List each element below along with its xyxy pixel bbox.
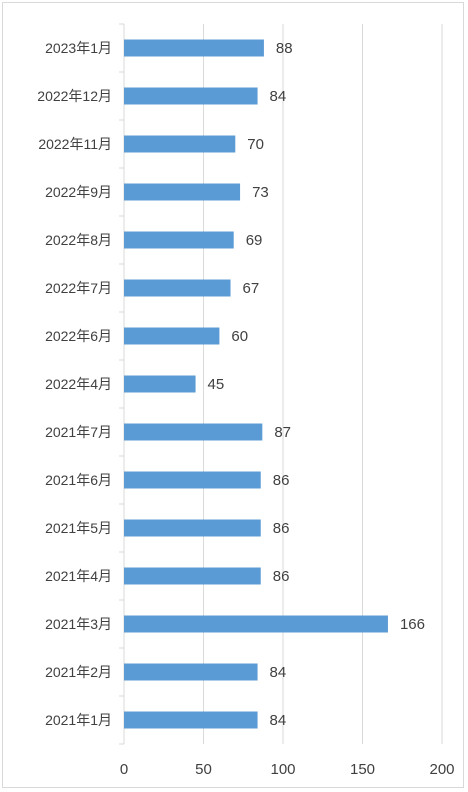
data-label: 70 — [247, 136, 264, 153]
x-tick-label: 50 — [195, 761, 212, 778]
category-label: 2022年7月 — [45, 280, 112, 296]
bar — [124, 663, 258, 681]
data-label: 88 — [276, 40, 293, 57]
data-label: 87 — [274, 424, 291, 441]
category-label: 2021年6月 — [45, 472, 112, 488]
bar — [124, 279, 231, 297]
labels: 2023年1月 88 2022年12月 84 2022年11月 70 2022年9月 73 20… — [37, 40, 454, 778]
category-label: 2021年4月 — [45, 568, 112, 584]
bar — [124, 327, 220, 345]
category-label: 2022年12月 — [37, 88, 112, 104]
category-label: 2021年7月 — [45, 424, 112, 440]
data-label: 67 — [243, 280, 260, 297]
data-label: 45 — [208, 376, 225, 393]
data-label: 166 — [400, 616, 425, 633]
category-label: 2022年9月 — [45, 184, 112, 200]
category-label: 2021年1月 — [45, 712, 112, 728]
category-label: 2022年8月 — [45, 232, 112, 248]
bar — [124, 231, 234, 249]
data-label: 60 — [231, 328, 248, 345]
bar — [124, 567, 261, 585]
x-tick-label: 150 — [350, 761, 375, 778]
bar — [124, 471, 261, 489]
chart-frame — [2, 2, 464, 788]
bar — [124, 39, 264, 57]
data-label: 84 — [270, 712, 287, 729]
data-label: 69 — [246, 232, 263, 249]
bar — [124, 135, 236, 153]
category-label: 2023年1月 — [45, 40, 112, 56]
bar — [124, 423, 263, 441]
bar — [124, 519, 261, 537]
bar — [124, 615, 388, 633]
bar — [124, 87, 258, 105]
bar — [124, 711, 258, 729]
category-label: 2022年11月 — [38, 136, 112, 152]
x-tick-label: 200 — [429, 761, 454, 778]
data-label: 84 — [270, 664, 287, 681]
bar — [124, 375, 196, 393]
data-label: 86 — [273, 472, 290, 489]
gridlines — [203, 24, 443, 744]
category-label: 2022年6月 — [45, 328, 112, 344]
category-label: 2021年5月 — [45, 520, 112, 536]
x-tick-label: 100 — [270, 761, 295, 778]
data-label: 86 — [273, 568, 290, 585]
x-tick-label: 0 — [120, 761, 128, 778]
category-label: 2022年4月 — [45, 376, 112, 392]
bar — [124, 183, 241, 201]
category-axis — [119, 23, 125, 745]
category-label: 2021年3月 — [45, 616, 112, 632]
data-label: 86 — [273, 520, 290, 537]
bars — [124, 39, 388, 729]
category-label: 2021年2月 — [45, 664, 112, 680]
data-label: 84 — [270, 88, 287, 105]
data-label: 73 — [252, 184, 269, 201]
